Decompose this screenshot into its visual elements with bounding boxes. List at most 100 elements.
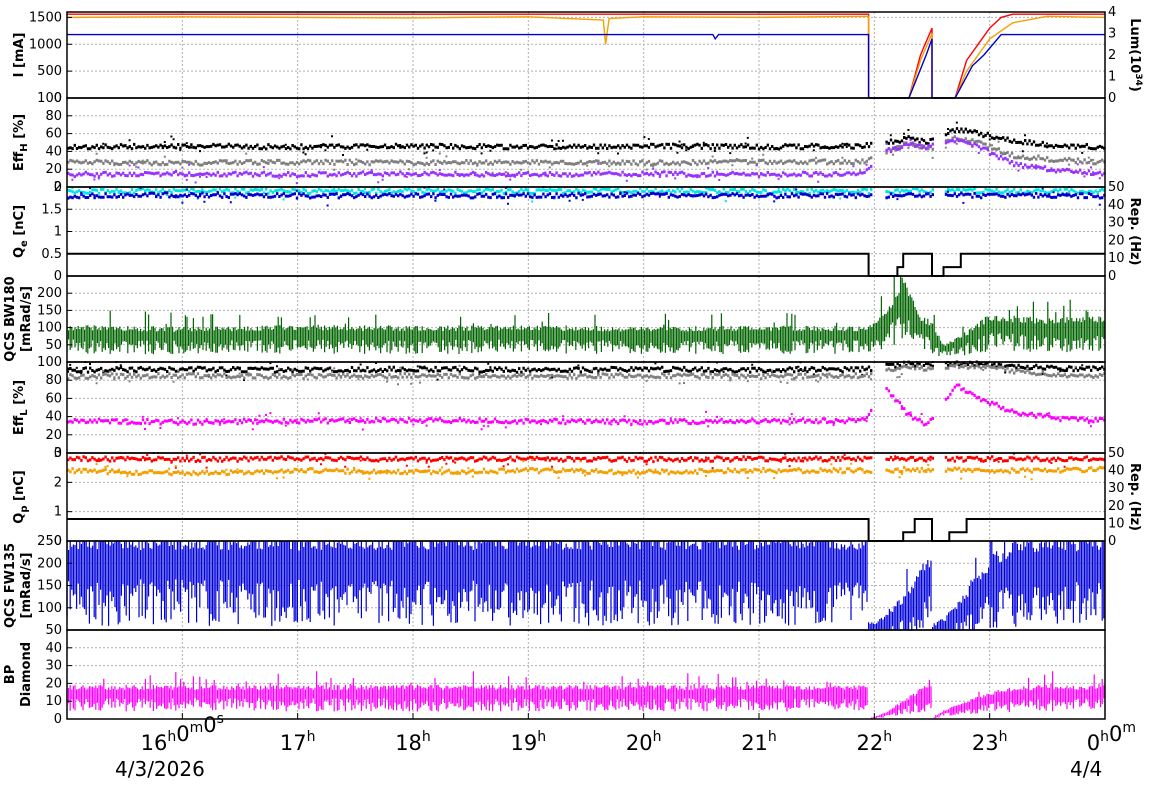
panel-qcs_bw180 bbox=[66, 276, 1105, 356]
series-points bbox=[67, 137, 1106, 185]
y-tick-label: 0.5 bbox=[41, 247, 62, 262]
y2-tick-label: 50 bbox=[1108, 446, 1125, 461]
y2-tick-label: 20 bbox=[1108, 233, 1125, 248]
y-tick-label: 40 bbox=[45, 641, 62, 656]
y-tick-label: 150 bbox=[37, 579, 62, 594]
y-axis-label-2: Diamond bbox=[19, 642, 34, 707]
panel-frame bbox=[66, 629, 1106, 720]
y-axis-label-2: [mRad/s] bbox=[19, 286, 34, 352]
y2-axis-label: Lum(1034) bbox=[1127, 18, 1143, 92]
y-tick-label: 200 bbox=[37, 556, 62, 571]
series-line bbox=[66, 15, 1106, 99]
y-axis-label-2: [mRad/s] bbox=[19, 552, 34, 618]
series-eff_l-2 bbox=[67, 383, 1106, 431]
y-tick-label: 10 bbox=[45, 694, 62, 709]
y-tick-label: 3 bbox=[54, 446, 62, 461]
y-tick-label: 0 bbox=[54, 180, 62, 195]
rep-rate-line bbox=[67, 252, 1105, 277]
series-points bbox=[67, 362, 1106, 386]
y-tick-label: 1500 bbox=[29, 10, 62, 25]
y-axis-label: BP bbox=[3, 665, 18, 684]
data-layer bbox=[66, 13, 1106, 719]
series-points bbox=[67, 459, 1106, 481]
y-axis-label: EffL [%] bbox=[12, 380, 30, 435]
y2-tick-label: 30 bbox=[1108, 481, 1125, 496]
y-tick-label: 1000 bbox=[29, 37, 62, 52]
y-tick-label: 0 bbox=[54, 712, 62, 727]
y2-tick-label: 10 bbox=[1108, 516, 1125, 531]
y-tick-label: 0 bbox=[54, 269, 62, 284]
series-eff_l-1 bbox=[67, 362, 1106, 386]
panel-frame bbox=[66, 186, 1106, 277]
y2-tick-label: 3 bbox=[1108, 27, 1116, 42]
y-tick-label: 100 bbox=[37, 355, 62, 370]
series-points bbox=[67, 383, 1106, 431]
y-tick-label: 1 bbox=[54, 225, 62, 240]
series-qp-0 bbox=[67, 452, 1106, 470]
y2-tick-label: 0 bbox=[1108, 269, 1116, 284]
y-tick-label: 100 bbox=[37, 321, 62, 336]
series-eff_h-0 bbox=[67, 121, 1106, 156]
rep-rate-line bbox=[67, 518, 1105, 542]
x-tick-label: 18h bbox=[395, 729, 431, 755]
y2-axis-label: Rep. (Hz) bbox=[1127, 198, 1142, 266]
y2-tick-label: 50 bbox=[1108, 180, 1125, 195]
y-tick-label: 40 bbox=[45, 410, 62, 425]
series-beam_currents-1 bbox=[66, 15, 1106, 99]
date-left: 4/3/2026 bbox=[115, 757, 205, 781]
series-qp-1 bbox=[67, 459, 1106, 481]
y-tick-label: 250 bbox=[37, 534, 62, 549]
series-points bbox=[67, 452, 1106, 470]
y-tick-label: 200 bbox=[37, 286, 62, 301]
series-eff_l-0 bbox=[67, 360, 1106, 381]
y2-axis-label: Rep. (Hz) bbox=[1127, 463, 1142, 531]
y2-tick-label: 0 bbox=[1108, 534, 1116, 549]
series-points bbox=[67, 186, 1106, 207]
y-tick-label: 30 bbox=[45, 659, 62, 674]
series-eff_h-1 bbox=[67, 135, 1106, 174]
y2-tick-label: 30 bbox=[1108, 216, 1125, 231]
panel-beam_currents bbox=[66, 13, 1106, 99]
date-right: 4/4 bbox=[1070, 757, 1102, 781]
y-axis-label: QCS FW135 bbox=[3, 543, 18, 628]
y-tick-label: 20 bbox=[45, 162, 62, 177]
y-tick-label: 80 bbox=[45, 109, 62, 124]
panel-frame bbox=[66, 11, 1106, 99]
panel-qp bbox=[67, 452, 1106, 542]
y-tick-label: 80 bbox=[45, 373, 62, 388]
y-axis-label: EffH [%] bbox=[12, 114, 30, 171]
series-line bbox=[67, 13, 1105, 99]
y-tick-label: 20 bbox=[45, 676, 62, 691]
y2-tick-label: 2 bbox=[1108, 48, 1116, 63]
y-tick-label: 0 bbox=[54, 446, 62, 461]
y-tick-label: 50 bbox=[45, 623, 62, 638]
y-tick-label: 2 bbox=[54, 180, 62, 195]
series-eff_h-2 bbox=[67, 137, 1106, 185]
y-tick-label: 1.5 bbox=[41, 202, 62, 217]
y-axis-label: QCS BW180 bbox=[3, 276, 18, 361]
y-tick-label: 60 bbox=[45, 391, 62, 406]
y-tick-label: 500 bbox=[37, 64, 62, 79]
y2-tick-label: 4 bbox=[1108, 5, 1116, 20]
x-tick-label: 19h bbox=[511, 729, 547, 755]
y-axis-label: Qp [nC] bbox=[12, 470, 30, 523]
series-beam_currents-0 bbox=[67, 13, 1105, 99]
series-beam_currents-2 bbox=[67, 33, 1105, 99]
y-tick-label: 20 bbox=[45, 428, 62, 443]
series-points bbox=[67, 135, 1106, 174]
panel-eff_h bbox=[67, 121, 1106, 185]
series-qcs_bw180-0 bbox=[66, 276, 1105, 356]
y-tick-label: 40 bbox=[45, 144, 62, 159]
y2-tick-label: 0 bbox=[1108, 91, 1116, 106]
series-qp-2 bbox=[67, 518, 1105, 542]
y2-tick-label: 40 bbox=[1108, 464, 1125, 479]
y-tick-label: 2 bbox=[54, 475, 62, 490]
series-points bbox=[67, 121, 1106, 156]
panel-qe bbox=[67, 186, 1106, 277]
y-axis-label: Qe [nC] bbox=[12, 205, 30, 258]
y-tick-label: 60 bbox=[45, 127, 62, 142]
y2-tick-label: 20 bbox=[1108, 499, 1125, 514]
